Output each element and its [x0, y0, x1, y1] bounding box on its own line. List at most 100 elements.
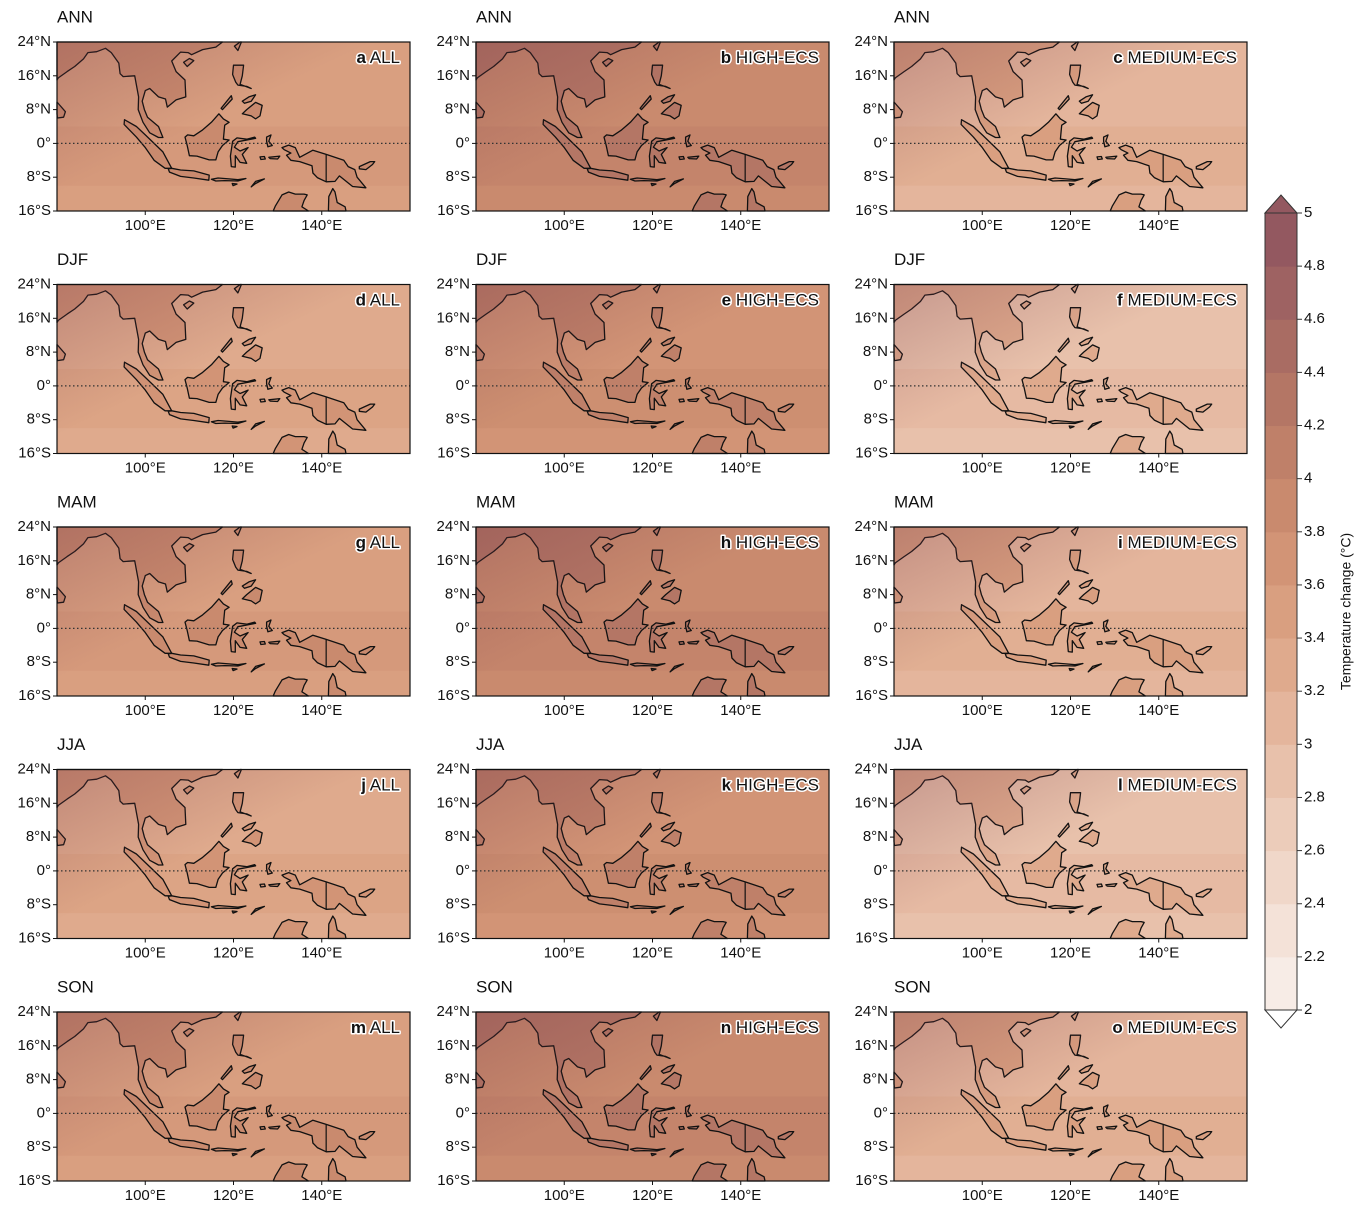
- lat-tick-label: 0°: [874, 619, 888, 636]
- panel-label: f MEDIUM-ECS: [1117, 291, 1237, 310]
- lat-tick-label: 8°S: [27, 168, 51, 185]
- lat-tick-label: 16°N: [17, 552, 51, 569]
- colorbar-band: [1265, 426, 1297, 480]
- lon-tick-label: 140°E: [1138, 702, 1179, 719]
- lon-tick-label: 140°E: [720, 217, 761, 234]
- lat-tick-label: 16°S: [855, 1172, 888, 1189]
- lat-tick-label: 8°S: [446, 1138, 470, 1155]
- lat-tick-label: 16°N: [436, 309, 470, 326]
- lat-tick-label: 24°N: [17, 760, 51, 777]
- figure: ANNa ALL24°N16°N8°N0°8°S16°S100°E120°E14…: [0, 0, 1366, 1205]
- panel-label: b HIGH-ECS: [721, 48, 819, 67]
- panel-name: HIGH-ECS: [736, 776, 819, 795]
- lat-tick-label: 16°S: [437, 444, 470, 461]
- colorbar-tick-label: 4.2: [1304, 417, 1325, 434]
- lat-tick-label: 16°S: [437, 929, 470, 946]
- colorbar-band: [1265, 691, 1297, 745]
- colorbar-tick-label: 2: [1304, 1001, 1312, 1018]
- panel-label: i MEDIUM-ECS: [1118, 533, 1237, 552]
- lat-tick-label: 16°N: [436, 794, 470, 811]
- map-panel: DJFd ALL24°N16°N8°N0°8°S16°S100°E120°E14…: [17, 250, 410, 476]
- lat-tick-label: 8°N: [26, 101, 51, 118]
- panel-name: ALL: [370, 291, 400, 310]
- lat-tick-label: 16°N: [17, 309, 51, 326]
- lat-tick-label: 8°S: [27, 896, 51, 913]
- colorbar-band: [1265, 479, 1297, 533]
- season-label: MAM: [476, 492, 516, 511]
- lat-tick-label: 16°S: [18, 1172, 51, 1189]
- panel-name: HIGH-ECS: [736, 533, 819, 552]
- season-label: SON: [476, 977, 513, 996]
- colorbar-tick-label: 2.2: [1304, 948, 1325, 965]
- lat-tick-label: 8°S: [446, 653, 470, 670]
- lon-tick-label: 120°E: [1050, 1187, 1091, 1204]
- lon-tick-label: 100°E: [544, 217, 585, 234]
- lon-tick-label: 100°E: [544, 1187, 585, 1204]
- lon-tick-label: 100°E: [125, 217, 166, 234]
- season-label: JJA: [894, 735, 923, 754]
- colorbar-band: [1265, 904, 1297, 958]
- lat-tick-label: 24°N: [17, 33, 51, 50]
- lon-tick-label: 140°E: [720, 702, 761, 719]
- map-panel: MAMh HIGH-ECS24°N16°N8°N0°8°S16°S100°E12…: [436, 492, 829, 718]
- colorbar-band: [1265, 319, 1297, 373]
- lat-tick-label: 24°N: [854, 1003, 888, 1020]
- panel-letter: b: [721, 48, 731, 67]
- lat-tick-label: 16°S: [855, 687, 888, 704]
- panel-letter: o: [1112, 1018, 1122, 1037]
- colorbar-band: [1265, 585, 1297, 639]
- lon-tick-label: 100°E: [125, 459, 166, 476]
- season-label: ANN: [476, 7, 512, 26]
- panel-letter: l: [1118, 776, 1123, 795]
- lat-tick-label: 8°N: [26, 586, 51, 603]
- lon-tick-label: 140°E: [720, 459, 761, 476]
- lat-tick-label: 24°N: [436, 33, 470, 50]
- season-label: ANN: [57, 7, 93, 26]
- lat-tick-label: 0°: [874, 134, 888, 151]
- shade: [57, 770, 410, 939]
- panel-label: l MEDIUM-ECS: [1118, 776, 1237, 795]
- lat-tick-label: 8°S: [446, 168, 470, 185]
- lon-tick-label: 100°E: [544, 702, 585, 719]
- map-panel: DJFf MEDIUM-ECS24°N16°N8°N0°8°S16°S100°E…: [854, 250, 1247, 476]
- lat-tick-label: 24°N: [436, 518, 470, 535]
- lat-tick-label: 8°N: [863, 343, 888, 360]
- lat-tick-label: 0°: [456, 134, 470, 151]
- colorbar-band: [1265, 532, 1297, 586]
- map-panel: SONm ALL24°N16°N8°N0°8°S16°S100°E120°E14…: [17, 977, 410, 1203]
- season-label: MAM: [894, 492, 934, 511]
- lat-tick-label: 24°N: [854, 275, 888, 292]
- lat-tick-label: 16°S: [437, 202, 470, 219]
- lon-tick-label: 100°E: [125, 944, 166, 961]
- lat-tick-label: 8°N: [26, 343, 51, 360]
- panel-label: c MEDIUM-ECS: [1113, 48, 1237, 67]
- colorbar-band: [1265, 213, 1297, 267]
- lon-tick-label: 140°E: [1138, 459, 1179, 476]
- lat-tick-label: 16°N: [854, 67, 888, 84]
- panel-name: MEDIUM-ECS: [1127, 1018, 1237, 1037]
- colorbar-tick-label: 2.6: [1304, 842, 1325, 859]
- lon-tick-label: 100°E: [962, 1187, 1003, 1204]
- lat-tick-label: 16°S: [855, 929, 888, 946]
- lon-tick-label: 140°E: [301, 459, 342, 476]
- lat-tick-label: 24°N: [436, 1003, 470, 1020]
- panel-name: ALL: [370, 533, 400, 552]
- lon-tick-label: 120°E: [213, 459, 254, 476]
- lat-tick-label: 8°S: [864, 653, 888, 670]
- lat-tick-label: 8°S: [864, 896, 888, 913]
- lat-tick-label: 8°S: [27, 411, 51, 428]
- lon-tick-label: 140°E: [1138, 1187, 1179, 1204]
- lat-tick-label: 8°N: [445, 1071, 470, 1088]
- lat-tick-label: 16°N: [17, 1037, 51, 1054]
- lat-tick-label: 0°: [874, 862, 888, 879]
- map-panel: DJFe HIGH-ECS24°N16°N8°N0°8°S16°S100°E12…: [436, 250, 829, 476]
- lat-tick-label: 8°S: [446, 411, 470, 428]
- panel-name: HIGH-ECS: [736, 1018, 819, 1037]
- lon-tick-label: 100°E: [125, 1187, 166, 1204]
- panel-letter: e: [722, 291, 731, 310]
- panel-name: ALL: [370, 48, 400, 67]
- lat-tick-label: 16°S: [18, 202, 51, 219]
